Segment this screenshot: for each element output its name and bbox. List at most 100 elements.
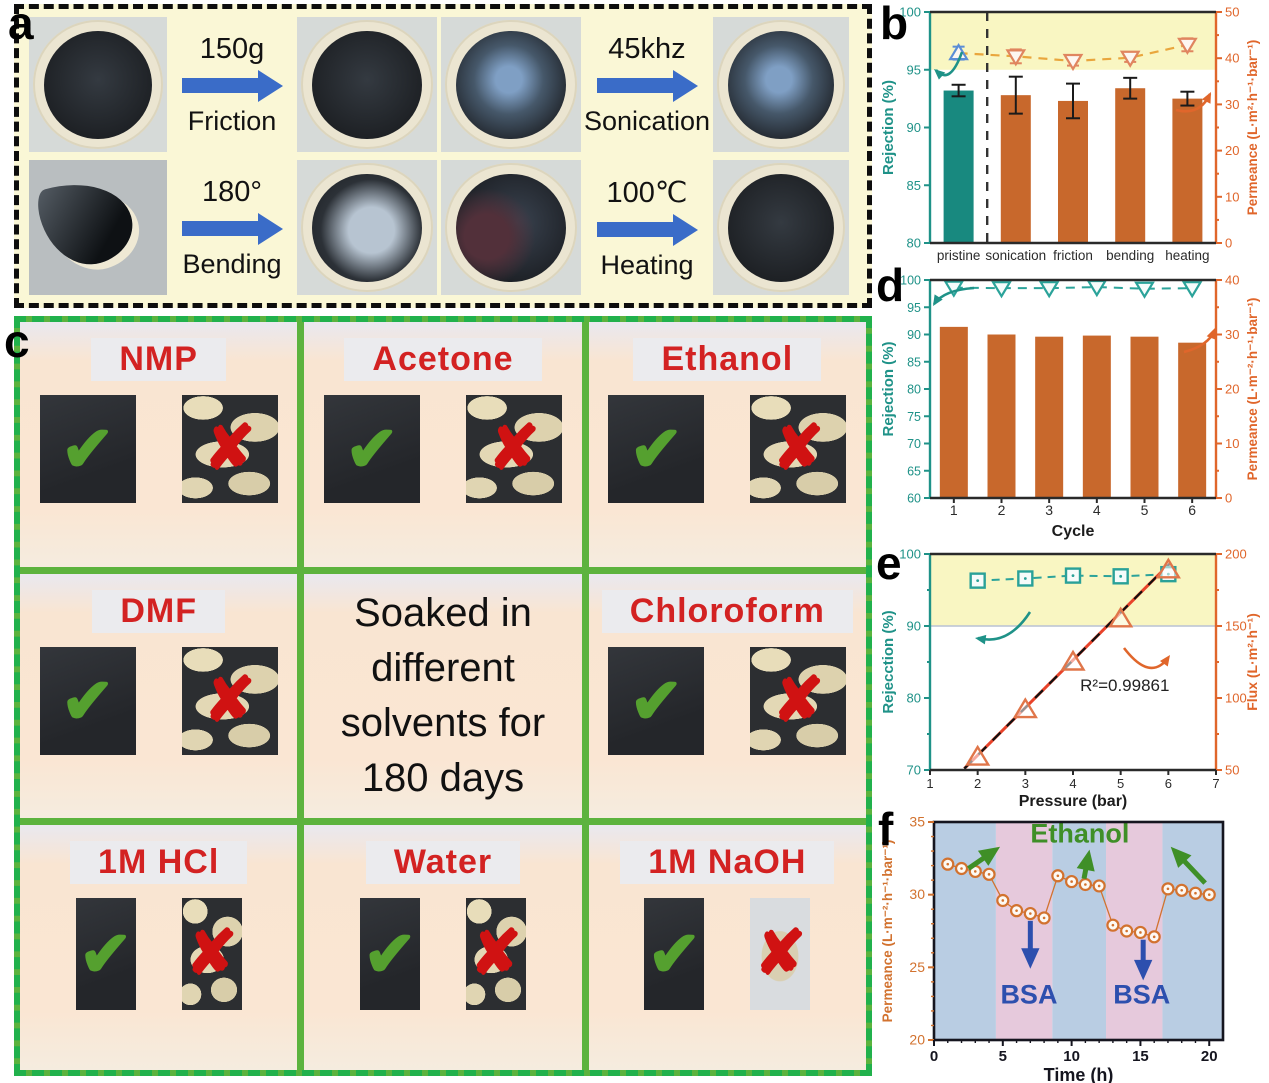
svg-text:30: 30 bbox=[909, 886, 925, 902]
x-axis-label: Time (h) bbox=[1044, 1065, 1114, 1083]
permeance-bars bbox=[939, 326, 1207, 498]
bar-cycle-6 bbox=[1178, 342, 1207, 498]
marker-cycle-3 bbox=[1038, 281, 1060, 299]
solvent-cell-ethanol: Ethanol ✔ ✘ bbox=[588, 322, 866, 567]
triangle-marker bbox=[1012, 697, 1038, 719]
membrane-intact-photo: ✔ bbox=[608, 646, 705, 755]
svg-text:70: 70 bbox=[907, 437, 921, 451]
bar-cycle-4 bbox=[1082, 335, 1111, 498]
svg-text:80: 80 bbox=[907, 691, 921, 706]
solvent-label: DMF bbox=[120, 591, 197, 630]
bar-cycle-1 bbox=[939, 326, 968, 498]
svg-text:85: 85 bbox=[907, 178, 921, 193]
svg-text:150: 150 bbox=[1225, 619, 1247, 634]
svg-text:30: 30 bbox=[1225, 327, 1239, 342]
membrane-intact-photo: ✔ bbox=[323, 395, 420, 503]
svg-text:40: 40 bbox=[1225, 51, 1239, 66]
bar-bending bbox=[1115, 88, 1146, 243]
solvent-label-chip: Chloroform bbox=[601, 589, 853, 633]
arrow-right-icon bbox=[596, 69, 698, 103]
bsa-annotation: BSA bbox=[1000, 980, 1057, 1010]
membrane-degraded-photo: ✘ bbox=[181, 646, 278, 755]
band-blue bbox=[1052, 822, 1107, 1040]
solvent-cell-naoh: 1M NaOH ✔ ✘ bbox=[588, 825, 866, 1070]
membrane-degraded-photo: ✘ bbox=[465, 395, 562, 503]
marker-cycle-6 bbox=[1181, 281, 1203, 299]
chart-d-cycling: 1 2 3 4 5 6 60 65 70 75 80 85 90 95 100 0 10 20 30 40 Cycle R… bbox=[880, 273, 1260, 541]
marker-heating bbox=[1177, 37, 1198, 55]
solvent-label-chip: Ethanol bbox=[633, 338, 822, 381]
svg-text:Rejecction (%): Rejecction (%) bbox=[880, 610, 897, 713]
solvent-cell-chloroform: Chloroform ✔ ✘ bbox=[588, 573, 866, 819]
step-bending-label: Bending bbox=[182, 248, 282, 279]
ethanol-annotation: Ethanol bbox=[1030, 818, 1129, 848]
svg-text:60: 60 bbox=[907, 492, 921, 506]
highlight-band bbox=[930, 554, 1216, 626]
svg-text:30: 30 bbox=[1225, 97, 1239, 112]
svg-text:100: 100 bbox=[900, 274, 921, 288]
svg-text:0: 0 bbox=[1225, 491, 1232, 506]
membrane-intact-photo: ✔ bbox=[644, 898, 705, 1011]
svg-text:Flux (L·m²·h⁻¹): Flux (L·m²·h⁻¹) bbox=[1244, 613, 1260, 711]
step-heating-label: Heating bbox=[600, 249, 694, 280]
bar-cycle-2 bbox=[987, 334, 1016, 498]
svg-text:50: 50 bbox=[1225, 763, 1239, 778]
solvent-label: 1M HCl bbox=[98, 843, 220, 882]
svg-text:Permeance (L·m⁻²·h⁻¹·bar⁻¹): Permeance (L·m⁻²·h⁻¹·bar⁻¹) bbox=[1245, 298, 1260, 481]
center-note-cell: Soaked in different solvents for 180 day… bbox=[304, 573, 582, 819]
svg-text:10: 10 bbox=[1063, 1048, 1080, 1065]
arrow-right-icon bbox=[596, 213, 698, 247]
svg-text:3: 3 bbox=[1045, 502, 1053, 518]
svg-text:Rejection (%): Rejection (%) bbox=[880, 341, 897, 436]
solvent-label-chip: NMP bbox=[91, 338, 226, 381]
check-icon: ✔ bbox=[345, 413, 399, 485]
svg-text:sonication: sonication bbox=[985, 248, 1046, 263]
svg-text:1: 1 bbox=[950, 502, 958, 518]
step-heating: 100℃ Heating bbox=[585, 160, 709, 295]
membrane-intact-photo: ✔ bbox=[359, 898, 420, 1011]
membrane-degraded-photo: ✘ bbox=[750, 395, 847, 503]
svg-text:50: 50 bbox=[1225, 5, 1239, 20]
step-sonication: 45khz Sonication bbox=[584, 17, 710, 152]
triangle-marker bbox=[1108, 606, 1134, 628]
step-sonication-condition: 45khz bbox=[608, 32, 686, 65]
triangle-marker bbox=[965, 744, 991, 766]
rejection-dashed-line bbox=[953, 286, 1193, 290]
cross-icon: ✘ bbox=[772, 665, 825, 735]
membrane-photo-friction-after bbox=[297, 17, 437, 152]
panel-c-grid: NMP ✔ ✘ Acetone ✔ ✘ Ethanol ✔ ✘ bbox=[20, 322, 866, 1070]
svg-text:10: 10 bbox=[1225, 436, 1239, 451]
bar-friction bbox=[1058, 100, 1088, 243]
membrane-degraded-photo: ✘ bbox=[750, 646, 847, 755]
solvent-cell-dmf: DMF ✔ ✘ bbox=[20, 573, 298, 819]
membrane-degraded-photo: ✘ bbox=[465, 898, 526, 1011]
svg-text:0: 0 bbox=[1225, 236, 1232, 251]
svg-text:95: 95 bbox=[907, 62, 921, 77]
svg-text:85: 85 bbox=[907, 355, 921, 369]
svg-text:200: 200 bbox=[1225, 547, 1247, 562]
step-friction: 150g Friction bbox=[171, 17, 293, 152]
svg-text:20: 20 bbox=[1201, 1048, 1218, 1065]
check-icon: ✔ bbox=[629, 664, 684, 737]
band-pink bbox=[995, 822, 1053, 1040]
svg-text:100: 100 bbox=[1225, 691, 1247, 706]
check-icon: ✔ bbox=[60, 664, 115, 737]
membrane-photo-sonication-before bbox=[441, 17, 581, 152]
marker-sonication bbox=[1005, 49, 1027, 67]
svg-text:Permeance (L·m⁻²·h⁻¹·bar⁻¹): Permeance (L·m⁻²·h⁻¹·bar⁻¹) bbox=[880, 840, 895, 1023]
check-icon: ✔ bbox=[647, 918, 702, 991]
solvent-cell-water: Water ✔ ✘ bbox=[304, 825, 582, 1070]
panel-letter-a: a bbox=[8, 0, 34, 49]
svg-text:3: 3 bbox=[1022, 776, 1029, 791]
membrane-photo-friction-before bbox=[29, 17, 167, 152]
svg-text:40: 40 bbox=[1225, 273, 1239, 288]
solvent-cell-nmp: NMP ✔ ✘ bbox=[20, 322, 298, 567]
arrow-right-icon bbox=[181, 69, 283, 103]
membrane-photo-bending-after bbox=[297, 160, 437, 295]
bar-heating bbox=[1172, 98, 1203, 243]
svg-text:6: 6 bbox=[1165, 776, 1172, 791]
svg-text:4: 4 bbox=[1093, 502, 1101, 518]
svg-text:5: 5 bbox=[999, 1048, 1007, 1065]
solvent-label: Chloroform bbox=[629, 591, 825, 630]
